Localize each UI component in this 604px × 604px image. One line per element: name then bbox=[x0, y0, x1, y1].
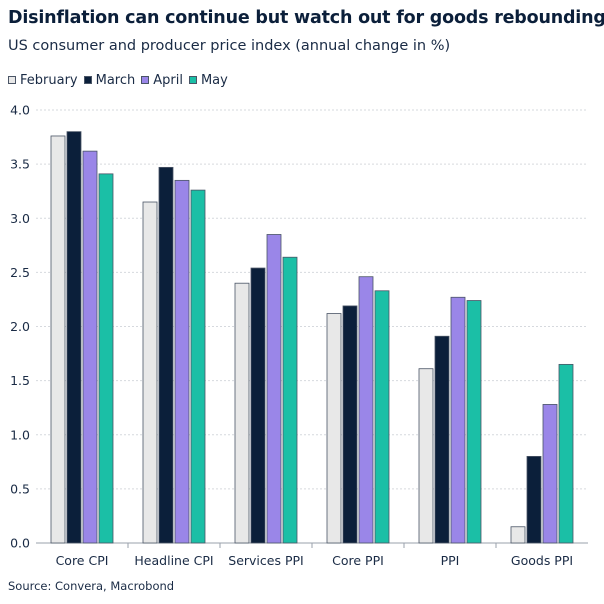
chart-title: Disinflation can continue but watch out … bbox=[8, 8, 604, 28]
x-tick-label: Core PPI bbox=[332, 553, 384, 568]
bar-april bbox=[266, 234, 282, 544]
legend-swatch-february bbox=[8, 76, 16, 84]
bar-may bbox=[190, 189, 206, 544]
legend-swatch-april bbox=[141, 76, 150, 84]
legend-label-february: February bbox=[20, 72, 78, 88]
bar-april bbox=[82, 150, 98, 544]
bar-may bbox=[466, 300, 482, 544]
legend-label-april: April bbox=[153, 72, 183, 88]
y-tick-label: 0.5 bbox=[10, 481, 30, 496]
bar-march bbox=[526, 455, 542, 544]
y-tick-label: 1.0 bbox=[10, 427, 30, 442]
legend-item-april: April bbox=[141, 73, 183, 88]
y-tick-label: 4.0 bbox=[10, 103, 30, 118]
y-tick-label: 3.0 bbox=[10, 211, 30, 226]
x-tick-label: Goods PPI bbox=[511, 553, 573, 568]
bar-april bbox=[542, 404, 558, 544]
legend-item-may: May bbox=[188, 72, 228, 88]
bar-february bbox=[50, 135, 66, 544]
bar-february bbox=[234, 282, 250, 544]
y-tick-label: 2.5 bbox=[10, 265, 30, 280]
bar-march bbox=[434, 335, 450, 544]
bar-april bbox=[358, 276, 374, 544]
bar-may bbox=[98, 173, 114, 544]
x-tick-label: Headline CPI bbox=[134, 553, 213, 568]
chart-legend: February March April May bbox=[8, 71, 234, 89]
x-tick-label: PPI bbox=[441, 553, 460, 568]
legend-swatch-may bbox=[188, 76, 197, 84]
legend-item-february: February bbox=[8, 73, 78, 88]
bar-april bbox=[174, 179, 190, 544]
bar-march bbox=[66, 131, 82, 544]
y-tick-label: 3.5 bbox=[10, 157, 30, 172]
bar-may bbox=[282, 256, 298, 544]
legend-label-march: March bbox=[95, 72, 136, 88]
bar-february bbox=[142, 201, 158, 544]
bar-march bbox=[158, 166, 174, 544]
x-tick-label: Services PPI bbox=[228, 553, 303, 568]
legend-swatch-march bbox=[83, 76, 92, 84]
y-tick-label: 1.5 bbox=[10, 373, 30, 388]
bar-february bbox=[510, 526, 526, 544]
y-tick-label: 2.0 bbox=[10, 319, 30, 334]
bar-february bbox=[418, 368, 434, 544]
bar-april bbox=[450, 296, 466, 544]
source-note: Source: Convera, Macrobond bbox=[8, 579, 175, 593]
bar-february bbox=[326, 313, 342, 544]
bar-march bbox=[342, 305, 358, 544]
chart-subtitle: US consumer and producer price index (an… bbox=[8, 38, 451, 54]
x-tick-label: Core CPI bbox=[56, 553, 109, 568]
legend-item-march: March bbox=[83, 72, 136, 88]
bar-may bbox=[558, 363, 574, 544]
y-tick-label: 0.0 bbox=[10, 536, 30, 551]
bar-may bbox=[374, 290, 390, 544]
bar-march bbox=[250, 267, 266, 544]
legend-label-may: May bbox=[200, 72, 228, 88]
